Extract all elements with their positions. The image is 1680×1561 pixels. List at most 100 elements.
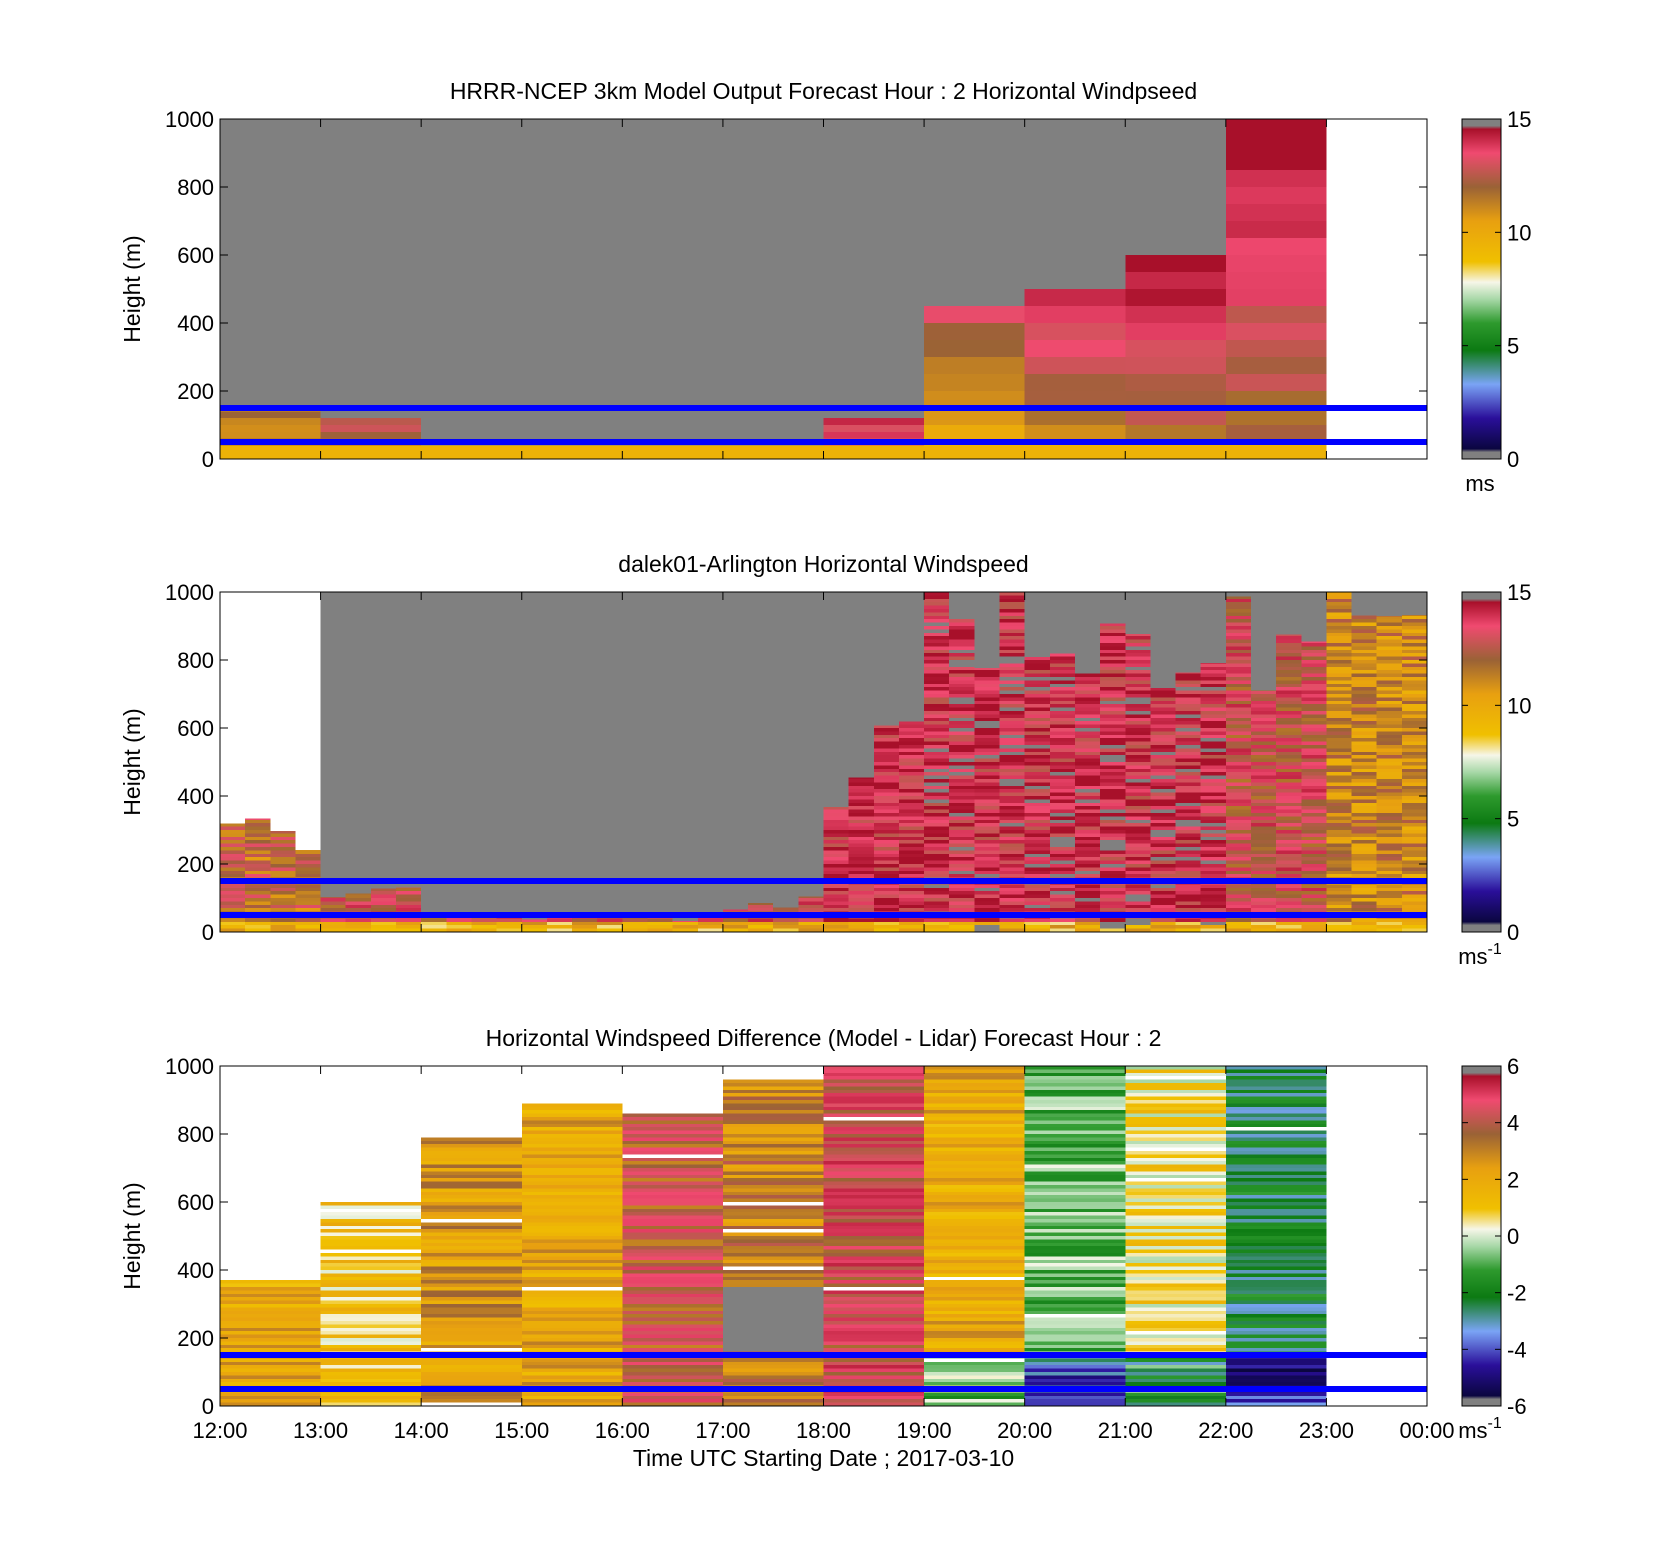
heatmap-cell [1376,731,1402,735]
heatmap-cell [1376,721,1402,725]
heatmap-cell [220,445,321,453]
heatmap-cell [722,1341,824,1345]
heatmap-cell [1301,884,1327,888]
heatmap-cell [1326,850,1352,854]
heatmap-cell [1150,833,1176,837]
heatmap-cell [220,850,246,854]
heatmap-cell [798,918,824,922]
heatmap-cell [1150,789,1176,793]
missing-data-cell [320,119,422,419]
heatmap-cell [1225,1185,1327,1189]
heatmap-cell [722,1287,824,1291]
heatmap-cell [722,1300,824,1304]
heatmap-cell [1024,1147,1126,1151]
heatmap-cell [1074,847,1101,851]
heatmap-cell [1225,908,1251,912]
heatmap-cell [320,1331,422,1335]
heatmap-cell [1225,724,1251,728]
heatmap-cell [421,1372,522,1376]
heatmap-cell [924,1069,1025,1073]
heatmap-cell [823,1181,925,1185]
heatmap-cell [421,1382,522,1386]
heatmap-cell [421,1402,522,1406]
heatmap-cell [521,1334,623,1338]
heatmap-cell [1326,799,1352,803]
heatmap-cell [999,680,1025,684]
heatmap-cell [722,921,749,926]
heatmap-cell [1100,653,1126,657]
heatmap-cell [1024,683,1050,688]
heatmap-cell [1125,894,1151,898]
heatmap-cell [823,1287,925,1291]
heatmap-cell [1125,1375,1226,1379]
heatmap-cell [446,925,472,929]
heatmap-cell [220,925,246,929]
heatmap-cell [1049,687,1075,691]
heatmap-cell [924,789,950,793]
heatmap-cell [924,1093,1025,1097]
heatmap-cell [898,867,925,871]
heatmap-cell [1125,1242,1226,1247]
heatmap-cell [1125,840,1151,844]
heatmap-cell [1326,714,1352,718]
heatmap-cell [974,741,1000,745]
heatmap-cell [924,823,950,827]
heatmap-cell [873,870,899,875]
heatmap-cell [1125,1236,1226,1240]
heatmap-cell [873,809,899,813]
heatmap-cell [999,833,1025,837]
heatmap-cell [1049,898,1075,902]
heatmap-cell [1225,1154,1327,1158]
heatmap-cell [924,1263,1025,1267]
heatmap-cell [722,918,749,922]
heatmap-cell [1024,1130,1126,1134]
heatmap-cell [773,928,799,932]
heatmap-cell [1225,775,1251,779]
heatmap-cell [1200,765,1226,769]
heatmap-cell [622,1368,723,1372]
heatmap-cell [1351,884,1377,888]
heatmap-cell [1301,833,1327,837]
heatmap-cell [1049,830,1075,834]
heatmap-cell [999,724,1025,728]
heatmap-cell [823,1276,925,1281]
heatmap-cell [924,1205,1025,1209]
heatmap-cell [1150,864,1176,868]
heatmap-cell [1150,688,1176,691]
heatmap-cell [1049,707,1075,711]
heatmap-cell [1351,670,1377,674]
heatmap-cell [1225,643,1251,647]
heatmap-cell [421,1144,522,1148]
heatmap-cell [1024,1089,1126,1094]
heatmap-cell [999,908,1025,912]
heatmap-cell [1074,714,1101,718]
heatmap-cell [1301,864,1327,868]
heatmap-cell [722,1222,824,1226]
heatmap-cell [949,758,975,762]
heatmap-cell [949,762,975,766]
heatmap-cell [572,918,598,922]
heatmap-cell [1351,629,1377,633]
heatmap-cell [1024,1079,1126,1083]
heatmap-cell [722,1198,824,1202]
heatmap-cell [974,921,1000,926]
heatmap-cell [1401,836,1427,841]
heatmap-cell [1074,833,1101,837]
heatmap-cell [1125,323,1226,340]
heatmap-cell [1351,887,1377,892]
heatmap-cell [1024,1331,1126,1335]
heatmap-cell [974,745,1000,749]
heatmap-cell [1225,221,1327,238]
heatmap-cell [421,1259,522,1264]
heatmap-cell [1326,748,1352,752]
heatmap-cell [924,1395,1025,1400]
heatmap-cell [1150,772,1176,776]
heatmap-cell [924,595,950,599]
heatmap-cell [1326,598,1352,603]
heatmap-cell [823,1072,925,1077]
heatmap-cell [1024,1259,1126,1264]
heatmap-cell [245,928,271,932]
heatmap-cell [1250,704,1277,708]
heatmap-cell [823,887,849,892]
heatmap-cell [823,847,849,851]
